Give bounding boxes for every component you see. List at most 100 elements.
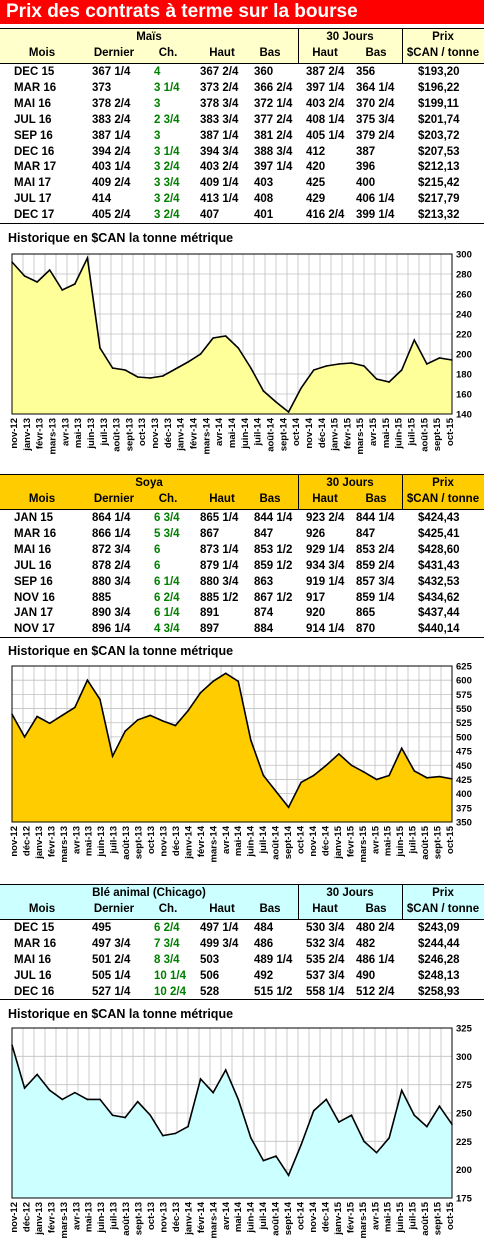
cell-haut: 891 [200,607,220,620]
x-tick-label: mai-15 [383,825,394,856]
cell-haut: 865 1/4 [200,512,239,524]
data-point [61,714,64,717]
data-point [325,365,328,367]
mais-name: Maïs [136,31,162,43]
cell-dernier: 501 2/4 [92,953,131,966]
x-tick-label: mars-15 [355,417,366,454]
data-point [350,362,353,364]
cell-prix: $199,11 [418,97,459,110]
cell-haut-30j: 929 1/4 [306,543,345,556]
data-point [187,710,189,712]
cell-haut-30j: 387 2/4 [306,66,345,78]
data-point [199,1078,202,1080]
x-tick-label: mars-14 [201,417,212,454]
x-tick-label: mars-14 [208,1201,219,1238]
x-tick-label: juin-13 [96,1202,107,1234]
data-point [426,1125,428,1128]
cell-prix: $203,72 [418,129,460,142]
cell-mois: MAR 16 [14,527,57,540]
table-row: SEP 16 387 1/4 3 387 1/4 381 2/4 405 1/4 379 2… [0,129,484,144]
plot-border [11,253,453,415]
x-tick-label: nov-13 [158,1202,169,1233]
cell-dernier: 885 [92,591,112,604]
cell-haut-30j: 397 1/4 [306,81,345,94]
cell-bas-30j: 857 3/4 [356,575,395,588]
data-point [426,363,428,365]
cell-ch: 3 2/4 [154,161,180,174]
data-point [48,1089,51,1092]
cell-bas-30j: 486 1/4 [356,953,395,966]
cell-haut-30j: 425 [306,177,326,190]
y-tick-label: 160 [456,390,472,401]
data-point [136,1100,139,1103]
col-haut: Haut [209,493,235,505]
data-point [363,1140,365,1143]
cell-haut-30j: 920 [306,607,326,620]
data-point [136,719,139,721]
data-point [212,680,214,683]
cell-prix: $437,44 [418,607,460,620]
col-haut: Haut [209,903,235,915]
cell-ch: 3 [154,129,161,142]
x-tick-label: déc-13 [171,1202,182,1232]
x-tick-label: août-14 [271,825,282,860]
data-point [262,1159,265,1162]
data-point [174,368,177,370]
x-tick-label: sept-14 [278,417,289,451]
data-point [388,1137,390,1139]
ble-table: Blé animal (Chicago) 30 Jours Prix Mois … [0,884,484,1000]
data-point [312,774,315,777]
cell-mois: MAR 16 [14,937,57,950]
cell-haut: 403 2/4 [200,161,239,174]
data-point [413,1114,416,1117]
col-ch: Ch. [158,493,178,505]
cell-ch: 8 3/4 [154,953,180,966]
x-tick-label: avr-13 [71,1202,82,1230]
cell-bas-30j: 364 1/4 [356,81,395,94]
cell-prix: $217,79 [418,193,460,206]
series-line [11,255,453,414]
x-tick-label: janv-14 [183,1201,194,1235]
y-tick-label: 500 [456,732,472,743]
cell-prix: $431,43 [418,559,460,572]
col-prix-unit: $CAN / tonne [406,903,480,915]
col-mois: Mois [28,903,56,915]
cell-haut: 383 3/4 [200,113,239,126]
cell-bas: 377 2/4 [254,113,293,126]
cell-prix: $440,14 [418,623,460,636]
data-point [325,764,328,767]
cell-prix: $432,53 [418,575,460,588]
cell-bas-30j: 396 [356,161,376,174]
data-point [174,1132,177,1135]
cell-mois: SEP 16 [14,575,53,588]
cell-dernier: 505 1/4 [92,969,131,982]
x-tick-label: oct-13 [146,826,157,854]
x-tick-label: oct-13 [137,418,148,446]
x-tick-label: juil-14 [253,417,264,446]
cell-ch: 5 3/4 [154,527,180,540]
soya-section: Soya 30 Jours Prix Mois Dernier Ch. Haut… [0,474,484,874]
data-point [413,770,416,772]
area-fill [12,258,452,414]
x-tick-label: oct-13 [146,1202,157,1230]
cell-haut-30j: 429 [306,193,326,206]
x-tick-label: janv-14 [183,825,194,859]
x-tick-label: mai-15 [381,417,392,448]
data-point [23,736,26,738]
table-row: JUL 16 383 2/4 2 3/4 383 3/4 377 2/4 408 1/4 3… [0,113,484,128]
x-tick-label: juin-14 [246,1201,257,1233]
col-dernier: Dernier [93,47,135,59]
cell-prix: $424,43 [418,512,460,524]
cell-bas-30j: 480 2/4 [356,922,395,934]
data-point [99,698,101,701]
data-point [111,367,114,369]
cell-bas-30j: 387 [356,145,376,158]
x-tick-label: févr-15 [345,1201,356,1233]
x-tick-label: juin-15 [395,1201,406,1233]
table-row: NOV 17 896 1/4 4 3/4 897 884 914 1/4 870 $440,1… [0,622,484,637]
cell-mois: MAR 16 [14,81,57,94]
cell-bas-30j: 512 2/4 [356,985,395,998]
data-point [250,739,252,742]
cell-dernier: 403 1/4 [92,161,131,174]
x-tick-label: juin-15 [394,417,405,449]
